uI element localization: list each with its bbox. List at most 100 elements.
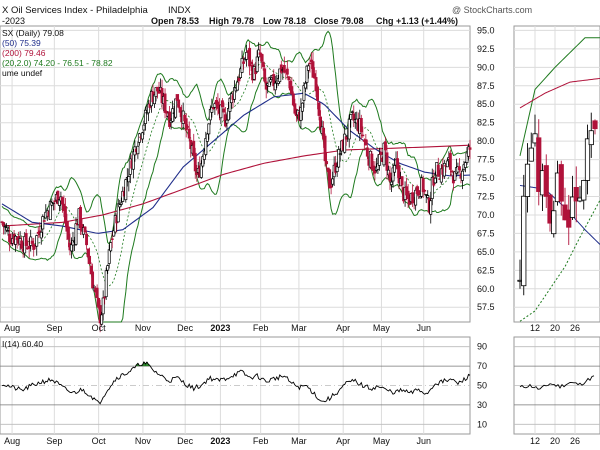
candle-up xyxy=(349,114,353,120)
candle-up xyxy=(439,168,443,183)
candle-up xyxy=(70,244,73,252)
candle-down xyxy=(328,169,332,189)
candle-down xyxy=(8,234,12,243)
rsi-x-tick-label: Feb xyxy=(253,436,269,446)
candle-down xyxy=(32,244,36,250)
candle-up xyxy=(442,163,446,177)
candle-up xyxy=(414,189,418,206)
rsi-gridlines xyxy=(0,346,470,425)
zoom-ma50 xyxy=(519,184,600,245)
chart-title: X Oil Services Index - Philadelphia xyxy=(2,5,148,16)
zoom-candle-up xyxy=(588,130,594,146)
candle-up xyxy=(302,85,306,101)
candle-down xyxy=(411,192,415,204)
candle-down xyxy=(293,103,297,114)
candle-down xyxy=(385,152,389,171)
candle-up xyxy=(307,65,310,71)
legend-ma50: (50) 75.39 xyxy=(2,38,41,48)
candle-down xyxy=(168,111,172,127)
candle-up xyxy=(393,165,396,173)
candle-down xyxy=(195,172,199,175)
candle-up xyxy=(227,108,230,121)
candle-up xyxy=(433,177,437,184)
candle-up xyxy=(225,119,229,124)
y-tick-label: 85.0 xyxy=(477,99,495,109)
candle-up xyxy=(299,107,303,121)
candle-up xyxy=(106,265,110,271)
candle-up xyxy=(5,227,8,231)
candle-down xyxy=(24,233,28,246)
candle-down xyxy=(450,170,454,173)
candle-down xyxy=(388,172,392,182)
rsi-label: I(14) 60.40 xyxy=(2,339,43,349)
candle-up xyxy=(426,195,430,198)
rsi-y-tick-label: 50 xyxy=(477,381,487,391)
y-tick-label: 57.5 xyxy=(477,302,495,312)
candle-down xyxy=(282,65,286,73)
candle-up xyxy=(418,196,422,199)
candle-down xyxy=(193,152,197,172)
candle-down xyxy=(400,176,404,186)
x-tick-label: Oct xyxy=(92,323,107,333)
candle-up xyxy=(205,133,209,142)
candle-down xyxy=(384,141,387,151)
candle-down xyxy=(352,113,356,121)
candle-down xyxy=(468,147,472,150)
candle-up xyxy=(350,111,354,113)
bollinger-upper xyxy=(1,30,471,245)
candle-up xyxy=(219,104,223,119)
zoom-candle-down xyxy=(573,187,579,202)
ma50-line xyxy=(1,92,471,234)
candle-down xyxy=(189,139,193,150)
candle-down xyxy=(314,77,318,92)
x-tick-label: Feb xyxy=(253,323,269,333)
candle-up xyxy=(140,132,144,140)
candle-up xyxy=(202,150,206,160)
candle-down xyxy=(396,158,399,170)
candle-down xyxy=(222,108,226,113)
y-tick-label: 60.0 xyxy=(477,284,495,294)
candle-down xyxy=(261,61,265,67)
candle-down xyxy=(417,190,421,196)
candle-up xyxy=(273,82,277,91)
axis-labels: 57.5 60.0 62.5 65.0 67.5 70.0 72.5 75.0 77.5 80.0… xyxy=(4,25,580,446)
candle-up xyxy=(239,68,242,78)
candle-down xyxy=(192,140,196,156)
candle-down xyxy=(364,139,368,146)
candle-up xyxy=(136,145,140,155)
x-tick-label: Sep xyxy=(46,323,62,333)
rsi-overbought-bar xyxy=(147,364,150,367)
candle-down xyxy=(98,305,102,324)
candle-up xyxy=(201,156,205,167)
candle-up xyxy=(335,166,339,173)
candle-down xyxy=(436,164,440,177)
candle-up xyxy=(343,133,347,153)
y-tick-label: 90.0 xyxy=(477,62,495,72)
candle-up xyxy=(269,79,273,83)
zoom-candle-up xyxy=(581,179,587,201)
candle-down xyxy=(379,151,383,156)
candle-up xyxy=(119,202,123,205)
candle-down xyxy=(83,226,87,233)
y-tick-label: 62.5 xyxy=(477,265,495,275)
candle-up xyxy=(3,225,7,228)
x-tick-label: Dec xyxy=(177,323,194,333)
candle-up xyxy=(57,199,61,206)
zoom-candle-up xyxy=(569,196,576,218)
candle-down xyxy=(211,107,215,110)
candle-up xyxy=(107,249,111,264)
candle-down xyxy=(365,147,369,157)
candle-up xyxy=(210,107,214,113)
candle-down xyxy=(186,126,190,128)
candle-down xyxy=(27,245,31,249)
candle-up xyxy=(48,201,52,221)
y-tick-label: 65.0 xyxy=(477,247,495,257)
ohlc-close: Close 79.08 xyxy=(314,16,364,26)
candle-down xyxy=(30,240,34,244)
x-tick-label: Aug xyxy=(4,323,20,333)
bollinger-middle xyxy=(1,61,471,287)
y-tick-label: 75.0 xyxy=(477,173,495,183)
candle-up xyxy=(303,82,307,89)
candle-up xyxy=(171,108,175,122)
